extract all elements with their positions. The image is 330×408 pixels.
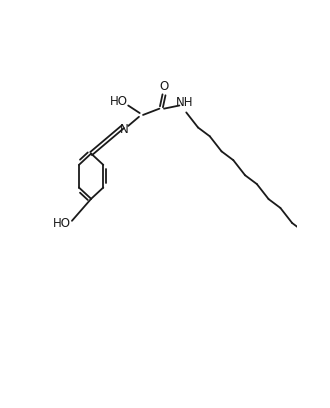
Text: HO: HO (110, 95, 128, 108)
Text: NH: NH (176, 96, 193, 109)
Text: O: O (159, 80, 169, 93)
Text: N: N (120, 122, 129, 135)
Text: HO: HO (53, 217, 71, 230)
